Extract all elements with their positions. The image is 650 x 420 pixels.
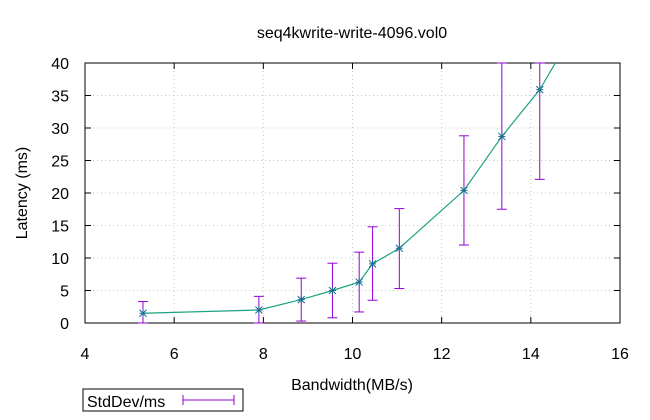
- data-point-marker: [498, 132, 506, 141]
- y-tick-label: 5: [60, 284, 69, 301]
- x-axis-label: Bandwidth(MB/s): [291, 377, 413, 394]
- data-point-marker: [328, 286, 337, 295]
- x-tick-label: 14: [522, 346, 540, 363]
- legend-label: StdDev/ms: [87, 394, 165, 411]
- y-tick-label: 25: [51, 154, 69, 171]
- x-axis-ticks: 4 6 8 10 12 14 16: [81, 63, 629, 363]
- y-tick-label: 30: [51, 121, 69, 138]
- data-point-marker: [139, 309, 147, 318]
- y-axis-ticks: 0 5 10 15 20 25 30 35 40: [51, 56, 620, 333]
- data-point-marker: [460, 186, 468, 195]
- y-tick-label: 15: [51, 219, 69, 236]
- grid-lines: [85, 63, 620, 323]
- x-tick-label: 12: [433, 346, 451, 363]
- data-point-marker: [368, 259, 377, 268]
- data-point-marker: [355, 278, 364, 286]
- x-tick-label: 8: [259, 346, 268, 363]
- y-tick-label: 35: [51, 89, 69, 106]
- data-point-marker: [255, 306, 263, 314]
- x-tick-label: 6: [170, 346, 179, 363]
- y-tick-label: 10: [51, 251, 69, 268]
- y-axis-label: Latency (ms): [14, 147, 31, 239]
- y-tick-label: 20: [51, 186, 69, 203]
- data-point-marker: [535, 85, 544, 94]
- legend: StdDev/ms: [82, 388, 244, 412]
- legend-box: [82, 388, 244, 412]
- x-tick-label: 16: [611, 346, 629, 363]
- chart-title: seq4kwrite-write-4096.vol0: [257, 25, 447, 42]
- x-tick-label: 4: [81, 346, 90, 363]
- series-line: [142, 62, 556, 314]
- y-tick-label: 40: [51, 56, 69, 73]
- data-point-markers: [139, 85, 544, 318]
- legend-sample: [182, 395, 235, 405]
- y-tick-label: 0: [60, 316, 69, 333]
- data-point-marker: [395, 244, 404, 253]
- x-tick-label: 10: [344, 346, 362, 363]
- data-point-marker: [297, 295, 306, 304]
